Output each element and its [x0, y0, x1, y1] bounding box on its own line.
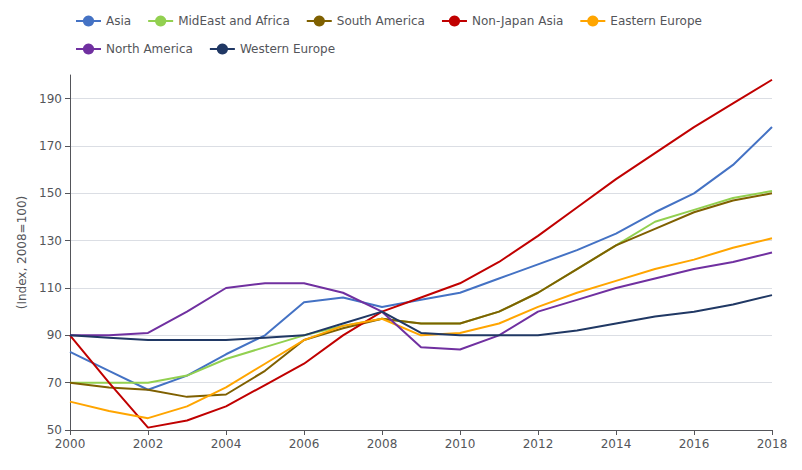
svg-text:South America: South America	[337, 14, 425, 28]
svg-text:110: 110	[39, 281, 62, 295]
svg-text:130: 130	[39, 234, 62, 248]
svg-text:2014: 2014	[601, 437, 632, 451]
svg-text:2000: 2000	[55, 437, 86, 451]
svg-text:2008: 2008	[367, 437, 398, 451]
svg-text:90: 90	[47, 328, 62, 342]
svg-text:(Index, 2008=100): (Index, 2008=100)	[15, 196, 29, 310]
svg-text:2006: 2006	[289, 437, 320, 451]
svg-text:2002: 2002	[133, 437, 164, 451]
svg-text:2010: 2010	[445, 437, 476, 451]
svg-text:150: 150	[39, 186, 62, 200]
svg-text:50: 50	[47, 423, 62, 437]
svg-text:2018: 2018	[757, 437, 788, 451]
svg-text:70: 70	[47, 376, 62, 390]
svg-text:MidEast and Africa: MidEast and Africa	[178, 14, 290, 28]
svg-text:Non-Japan Asia: Non-Japan Asia	[472, 14, 563, 28]
svg-text:Asia: Asia	[106, 14, 131, 28]
svg-text:170: 170	[39, 139, 62, 153]
svg-text:2012: 2012	[523, 437, 554, 451]
svg-text:190: 190	[39, 92, 62, 106]
svg-text:2004: 2004	[211, 437, 242, 451]
svg-text:North America: North America	[106, 42, 193, 56]
svg-text:2016: 2016	[679, 437, 710, 451]
svg-text:Eastern Europe: Eastern Europe	[610, 14, 702, 28]
svg-text:Western Europe: Western Europe	[240, 42, 335, 56]
